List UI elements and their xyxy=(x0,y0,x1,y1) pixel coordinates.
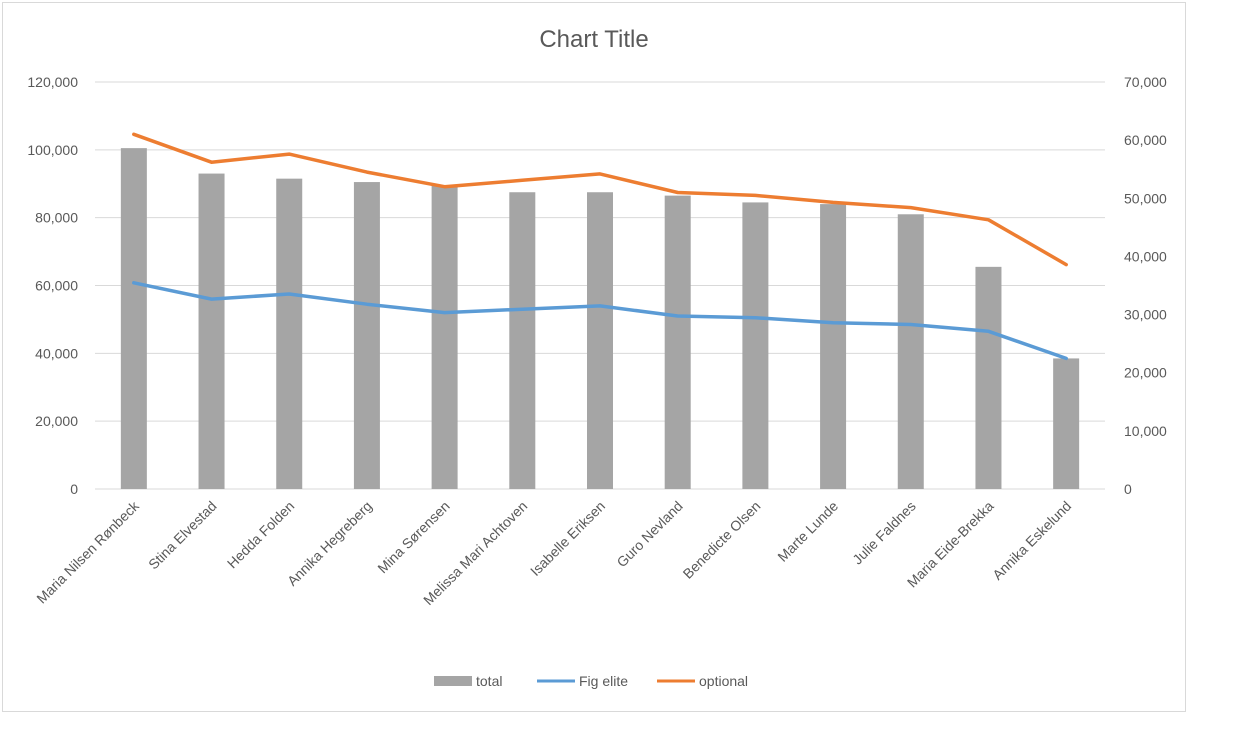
bar-total xyxy=(587,192,613,489)
bar-total xyxy=(120,148,147,489)
category-label: Marte Lunde xyxy=(774,498,841,565)
left-tick-label: 60,000 xyxy=(35,278,78,294)
category-label: Stina Elvestad xyxy=(145,498,220,573)
left-tick-label: 120,000 xyxy=(27,74,78,90)
bar-total xyxy=(1053,358,1080,489)
bar-total xyxy=(975,266,1002,489)
bar-total xyxy=(664,195,691,489)
right-tick-label: 20,000 xyxy=(1124,365,1167,381)
left-tick-label: 80,000 xyxy=(35,210,78,226)
category-label: Guro Nevland xyxy=(613,498,685,570)
right-tick-label: 30,000 xyxy=(1124,307,1167,323)
category-label: Maria Nilsen Rønbeck xyxy=(33,497,142,606)
bar-total xyxy=(742,202,769,489)
bar-total xyxy=(897,214,924,489)
legend: total Fig elite optional xyxy=(434,673,748,689)
bar-total xyxy=(431,185,458,489)
lines xyxy=(132,132,1068,361)
right-tick-label: 70,000 xyxy=(1124,74,1167,90)
left-tick-label: 0 xyxy=(70,481,78,497)
left-tick-label: 100,000 xyxy=(27,142,78,158)
bar-total xyxy=(820,204,847,489)
category-label: Annika Eskelund xyxy=(989,498,1074,583)
category-label: Maria Eide-Brekka xyxy=(904,498,997,591)
chart-title: Chart Title xyxy=(539,26,648,53)
right-tick-label: 40,000 xyxy=(1124,248,1167,264)
category-labels: Maria Nilsen Rønbeck Stina Elvestad Hedda … xyxy=(33,497,1074,608)
legend-label: optional xyxy=(699,673,748,689)
category-label: Isabelle Eriksen xyxy=(527,498,608,579)
right-tick-label: 0 xyxy=(1124,481,1132,497)
left-tick-label: 40,000 xyxy=(35,345,78,361)
category-label: Benedicte Olsen xyxy=(680,498,764,582)
bar-total xyxy=(276,178,303,489)
right-tick-label: 50,000 xyxy=(1124,190,1167,206)
legend-label: Fig elite xyxy=(579,673,628,689)
line-optional xyxy=(132,132,1068,267)
category-label: Hedda Folden xyxy=(224,498,298,572)
right-tick-label: 10,000 xyxy=(1124,423,1167,439)
legend-item: optional xyxy=(657,673,748,689)
legend-item: total xyxy=(434,673,502,689)
left-axis-ticks: 0 20,000 40,000 60,000 80,000 100,000 120,000 xyxy=(27,74,78,497)
legend-item: Fig elite xyxy=(537,673,628,689)
legend-swatch xyxy=(434,676,472,686)
bar-total xyxy=(353,182,380,489)
right-tick-label: 60,000 xyxy=(1124,132,1167,148)
line-fig-elite xyxy=(132,281,1068,361)
category-label: Mina Sørensen xyxy=(374,498,452,576)
category-label: Julie Faldnes xyxy=(849,498,919,568)
legend-label: total xyxy=(476,673,502,689)
bars-total xyxy=(120,148,1080,489)
bar-total xyxy=(198,173,225,489)
category-label: Annika Hegreberg xyxy=(284,498,375,589)
bar-total xyxy=(509,192,536,489)
right-axis-ticks: 0 10,000 20,000 30,000 40,000 50,000 60,000 70,… xyxy=(1124,74,1167,497)
left-tick-label: 20,000 xyxy=(35,413,78,429)
